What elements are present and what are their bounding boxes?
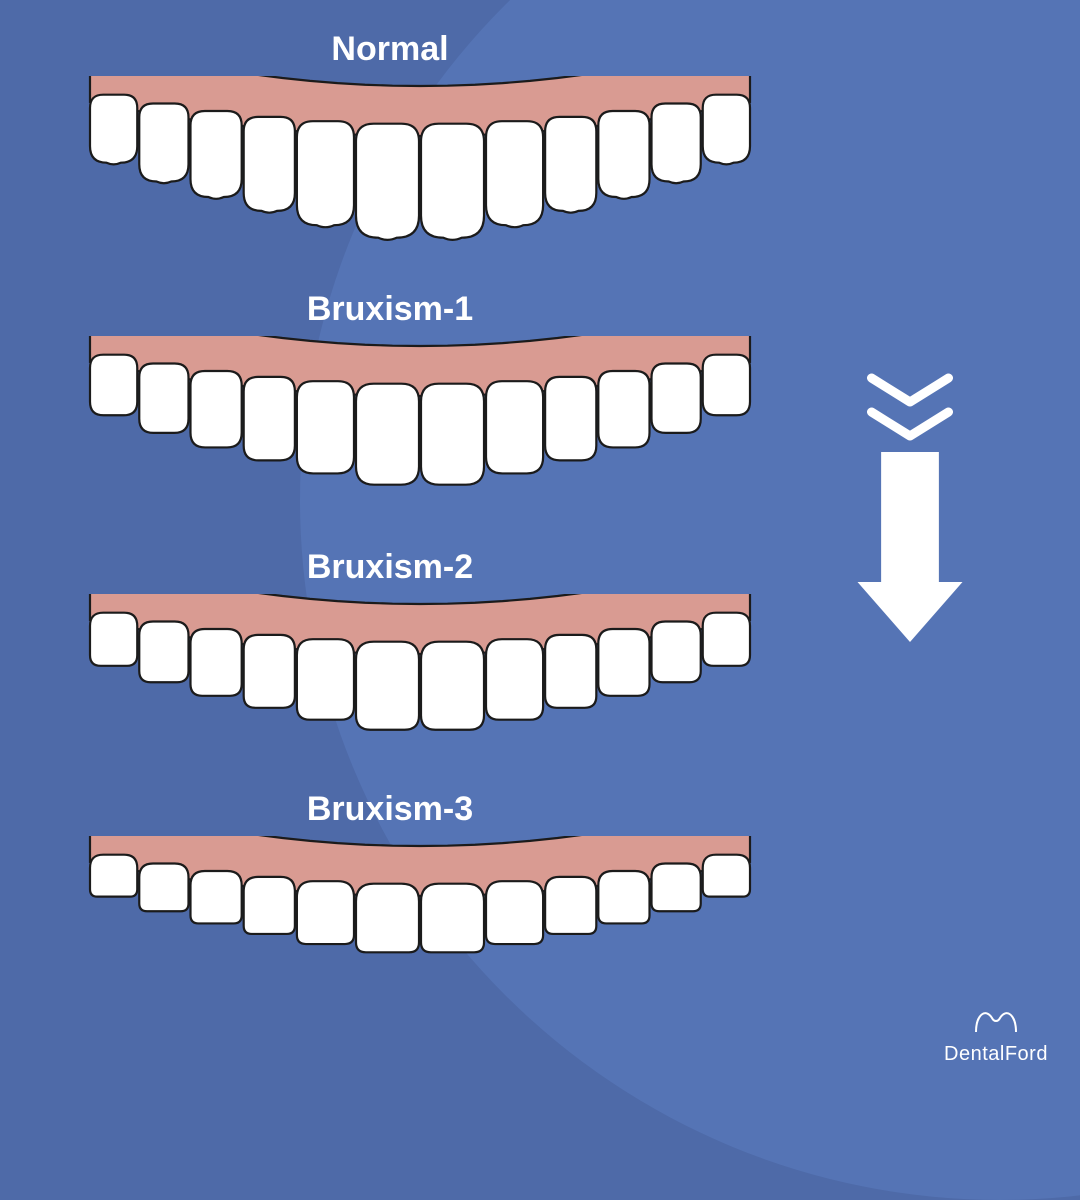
stage-label-brux1: Bruxism-1 (0, 290, 780, 329)
progression-arrow (850, 370, 970, 657)
teeth-row-brux1 (70, 336, 770, 541)
teeth-row-brux2 (70, 594, 770, 799)
teeth-row-normal (70, 76, 770, 281)
stage-label-normal: Normal (0, 30, 780, 69)
tooth-outline-icon (936, 1004, 1056, 1038)
stage-label-brux2: Bruxism-2 (0, 548, 780, 587)
logo-text: DentalFord (936, 1043, 1056, 1066)
teeth-row-brux3 (70, 836, 770, 1041)
brand-logo: DentalFord (936, 1004, 1056, 1066)
infographic-content: Normal Bruxism-1 Bruxism-2 Bruxism-3 Den… (0, 0, 1080, 1080)
